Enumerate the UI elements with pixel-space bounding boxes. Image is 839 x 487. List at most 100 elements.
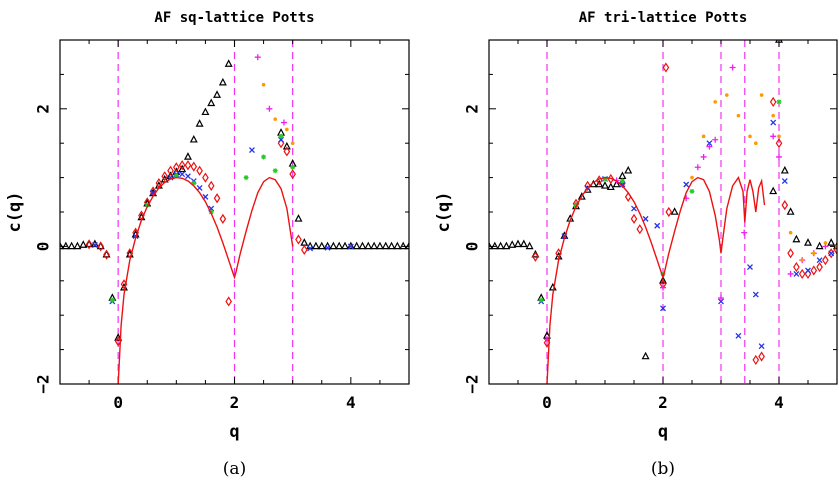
panel-b-point-cross (718, 298, 724, 305)
panel-a-point-triangle (195, 119, 204, 127)
panel-b-point-cross (660, 305, 666, 312)
panel-b-xtick-label: 4 (774, 393, 784, 412)
panel-a-xtick-label: 0 (113, 393, 123, 412)
panel-b-point-dot (812, 251, 816, 256)
panel-b-point-diamond (781, 200, 789, 211)
panel-a-point-triangle (73, 241, 82, 250)
panel-a-point-triangle (189, 134, 198, 143)
panel-b-point-diamond (665, 206, 673, 218)
panel-a-point-diamond (300, 244, 308, 255)
panel-b-point-cross (747, 264, 753, 270)
panel-a-point-diamond (207, 180, 215, 191)
panel-a-point-star (144, 202, 150, 208)
panel-b-point-triangle (508, 240, 517, 248)
panel-b-point-dot (823, 241, 828, 245)
panel-b-frame (488, 39, 838, 385)
panel-b-point-diamond (822, 255, 829, 266)
panel-a-point-triangle (79, 240, 88, 248)
panel-a-point-dot (261, 82, 266, 87)
panel-a-point-plus (266, 105, 273, 112)
panel-a-point-triangle (114, 333, 123, 341)
panel-b-point-dot (725, 93, 729, 97)
panel-b-point-diamond (793, 261, 800, 273)
panel-b-point-triangle (595, 179, 604, 188)
panel-a-point-triangle (329, 241, 338, 250)
panel-a-point-triangle (311, 241, 320, 250)
panel-b-ytick-label: 0 (463, 242, 482, 252)
panel-b-point-cross (631, 205, 637, 212)
panel-b-point-triangle (612, 179, 621, 188)
panel-b-point-diamond (630, 213, 638, 224)
panel-b-point-diamond (769, 96, 777, 108)
panel-b-point-diamond (758, 351, 765, 362)
panel-b-point-dot (748, 134, 752, 139)
panel-b-point-cross (654, 222, 661, 229)
panel-b-point-cross (828, 250, 835, 257)
panel-b-point-triangle (601, 181, 609, 189)
panel-b-point-plus (706, 143, 713, 150)
panel-a-point-triangle (375, 241, 384, 250)
panel-a-point-triangle (218, 77, 227, 86)
panel-b-point-dot (701, 134, 706, 139)
panel-b-point-triangle (804, 238, 812, 246)
panel-a-point-diamond (219, 213, 227, 224)
panel-a-point-triangle (364, 241, 373, 250)
panel-b-point-plus (787, 270, 794, 277)
panel-b-point-diamond (584, 180, 591, 191)
panel-b-point-plus (712, 136, 719, 143)
panel-a-ytick-label: 0 (34, 242, 53, 252)
panel-b-point-triangle (670, 207, 679, 215)
panel-b-point-diamond (810, 265, 818, 276)
panel-b-point-cross (735, 332, 742, 339)
panel-b-point-triangle (624, 165, 633, 174)
panel-a-point-triangle (224, 59, 233, 67)
panel-a-point-star (109, 297, 115, 303)
panel-a-point-cross (347, 243, 354, 250)
panel-b-point-diamond (752, 354, 760, 366)
panel-b-ylabel: c(q) (434, 192, 454, 233)
panel-b-point-triangle (514, 239, 522, 248)
panel-a-point-triangle (399, 241, 408, 250)
panel-b-point-dot (788, 230, 793, 235)
panel-a-point-diamond (196, 165, 203, 176)
panel-b-point-cross (770, 119, 777, 126)
panel-b-point-triangle (490, 241, 499, 250)
panel-a-point-diamond (202, 172, 209, 183)
panel-b-point-dot (771, 113, 775, 118)
panel-a-caption: (a) (223, 459, 246, 479)
panel-a-ylabel: c(q) (5, 192, 25, 233)
panel-a-xtick-label: 4 (346, 393, 356, 412)
panel-a-point-triangle (282, 141, 291, 150)
panel-a-point-diamond (161, 171, 169, 182)
panel-a-point-triangle (178, 164, 187, 173)
panel-b-point-triangle (606, 182, 615, 191)
panel-b-exact-curve (546, 176, 766, 384)
panel-a-point-diamond (283, 146, 291, 157)
panel-a-point-triangle (341, 241, 350, 250)
panel-a-point-cross (307, 245, 314, 252)
panel-a-point-triangle (393, 241, 402, 250)
panel-a-point-triangle (61, 241, 70, 250)
panel-b-point-diamond (662, 62, 670, 73)
panel-b-point-plus (729, 64, 736, 71)
panel-a-point-triangle (317, 241, 326, 250)
panel-b-point-cross (706, 140, 713, 147)
panel-a-point-triangle (201, 107, 210, 116)
panel-a-point-star (243, 175, 249, 181)
panel-b-point-triangle (769, 186, 778, 195)
panel-b-point-cross (805, 267, 811, 274)
panel-a-point-diamond (85, 239, 93, 250)
panel-b-point-plus (700, 153, 707, 160)
panel-a-point-triangle (387, 241, 396, 250)
panel-b-point-triangle (786, 207, 795, 215)
panel-a-point-triangle (370, 241, 379, 250)
panel-b-point-star (660, 271, 666, 277)
panel-b-point-triangle (827, 238, 836, 246)
panel-b-point-cross (683, 181, 690, 188)
panel-b-point-triangle (496, 241, 505, 250)
panel-b-point-diamond (775, 138, 783, 149)
panel-a-point-plus (254, 54, 261, 61)
panel-a-point-plus (280, 119, 287, 126)
panel-b-point-diamond (624, 191, 632, 202)
panel-a-point-dot (290, 141, 295, 145)
